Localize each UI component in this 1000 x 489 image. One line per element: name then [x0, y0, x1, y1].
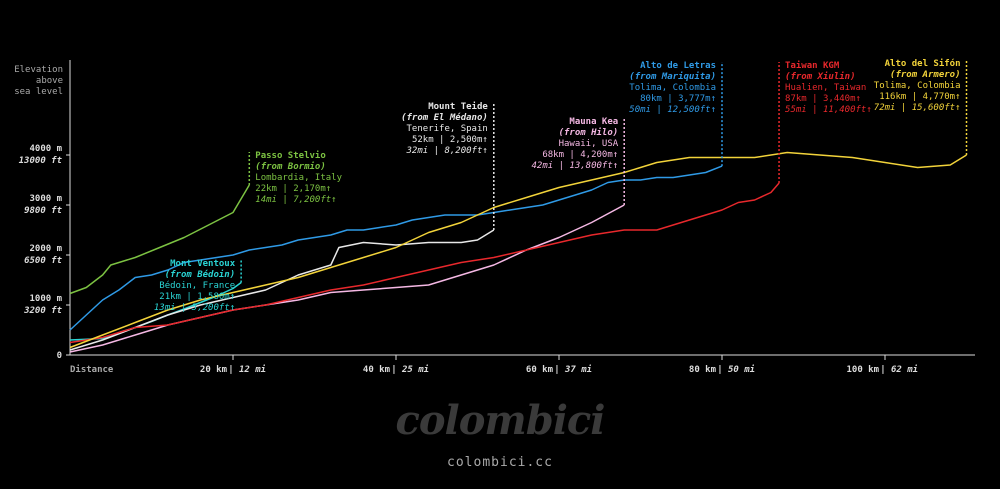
x-tick-label-km: 80 km — [689, 365, 717, 375]
annotation-subtitle-1: (from Bormio) — [255, 161, 325, 172]
annotation-subtitle-4: (from Mariquita) — [629, 71, 716, 82]
y-axis-label-1: Elevation — [14, 65, 63, 75]
annotation-location-6: Tolima, Colombia — [874, 81, 961, 91]
annotation-subtitle-0: (from Bédoin) — [165, 269, 235, 280]
annotation-location-4: Tolima, Colombia — [629, 83, 716, 93]
annotation-name-5: Taiwan KGM — [785, 60, 840, 71]
annotation-name-0: Mont Ventoux — [170, 259, 236, 269]
annotation-stats-km-5: 87km | 3,440m↑ — [785, 94, 861, 104]
x-axis-label: Distance — [70, 364, 114, 375]
x-tick-label-mi: 50 mi — [728, 364, 755, 375]
annotation-stats-mi-0: 13mi | 5,200ft↑ — [154, 303, 235, 313]
x-tick-label-mi: 37 mi — [564, 364, 592, 375]
series-line-2 — [69, 229, 495, 351]
annotation-stats-km-2: 52km | 2,500m↑ — [412, 135, 488, 145]
annotation-stats-mi-3: 42mi | 13,800ft↑ — [531, 161, 618, 171]
y-tick-label-ft: 3200 ft — [23, 306, 63, 316]
x-tick-label-km: 60 km — [526, 365, 554, 375]
y-tick-label-m: 3000 m — [29, 194, 62, 204]
y-tick-label-ft: 6500 ft — [24, 256, 63, 266]
y-tick-label-m: 4000 m — [29, 144, 62, 154]
series-line-1 — [69, 184, 250, 295]
y-tick-label-ft: 13000 ft — [19, 156, 63, 166]
x-tick-sep: | — [554, 365, 559, 375]
x-tick-label-km: 20 km — [200, 365, 228, 375]
annotations: Mont Ventoux(from Bédoin)Bédoin, France2… — [154, 58, 968, 313]
x-tick-sep: | — [717, 365, 722, 375]
annotation-subtitle-5: (from Xiulin) — [785, 71, 855, 82]
annotation-subtitle-3: (from Hilo) — [559, 127, 619, 138]
annotation-stats-km-1: 22km | 2,170m↑ — [255, 184, 331, 194]
annotation-stats-mi-2: 32mi | 8,200ft↑ — [406, 146, 488, 156]
annotation-stats-mi-1: 14mi | 7,200ft↑ — [255, 195, 336, 205]
x-tick-sep: | — [228, 365, 233, 375]
annotation-name-4: Alto de Letras — [640, 61, 716, 71]
annotation-location-2: Tenerife, Spain — [407, 124, 488, 134]
annotation-subtitle-2: (from El Médano) — [401, 112, 488, 123]
annotation-name-6: Alto del Sifón — [885, 58, 961, 69]
annotation-stats-km-6: 116km | 4,770m↑ — [879, 92, 960, 102]
x-tick-label-mi: 12 mi — [239, 364, 266, 375]
annotation-location-3: Hawaii, USA — [559, 139, 619, 149]
x-tick-label-mi: 62 mi — [891, 364, 918, 375]
x-tick-label-mi: 25 mi — [401, 364, 429, 375]
x-tick-label-km: 100 km — [846, 365, 879, 375]
y-axis-label-2: above — [36, 76, 63, 86]
annotation-stats-km-0: 21km | 1,580m↑ — [159, 292, 235, 302]
y-tick-label-m: 1000 m — [29, 294, 62, 304]
series-line-3 — [69, 204, 625, 353]
annotation-name-3: Mauna Kea — [569, 117, 618, 127]
y-axis-label-3: sea level — [14, 87, 63, 97]
annotation-stats-km-4: 80km | 3,777m↑ — [640, 94, 716, 104]
series-line-6 — [69, 151, 967, 349]
x-tick-sep: | — [391, 365, 396, 375]
y-tick-label-ft: 9800 ft — [24, 206, 63, 216]
annotation-name-1: Passo Stelvio — [255, 150, 325, 161]
y-tick-label-m: 0 — [57, 351, 62, 361]
annotation-location-0: Bédoin, France — [159, 280, 235, 291]
annotation-location-1: Lombardia, Italy — [255, 173, 342, 183]
series-line-4 — [69, 165, 723, 331]
annotation-stats-km-3: 68km | 4,200m↑ — [542, 150, 618, 160]
x-tick-sep: | — [880, 365, 885, 375]
brand-logo: colombici — [395, 397, 606, 444]
x-tick-label-km: 40 km — [363, 365, 391, 375]
annotation-stats-mi-4: 50mi | 12,500ft↑ — [629, 105, 716, 115]
brand-url[interactable]: colombici.cc — [447, 455, 553, 470]
series-line-5 — [69, 182, 780, 344]
annotation-name-2: Mount Teide — [428, 101, 488, 112]
y-tick-label-m: 2000 m — [29, 244, 62, 254]
annotation-stats-mi-6: 72mi | 15,600ft↑ — [874, 103, 961, 113]
annotation-subtitle-6: (from Armero) — [890, 70, 960, 80]
axes: 0 1000 m 3200 ft 2000 m 6500 ft 3000 m 9800 ft… — [19, 60, 975, 375]
series-layer — [69, 151, 967, 353]
annotation-stats-mi-5: 55mi | 11,400ft↑ — [785, 105, 872, 115]
annotation-location-5: Hualien, Taiwan — [785, 83, 866, 93]
